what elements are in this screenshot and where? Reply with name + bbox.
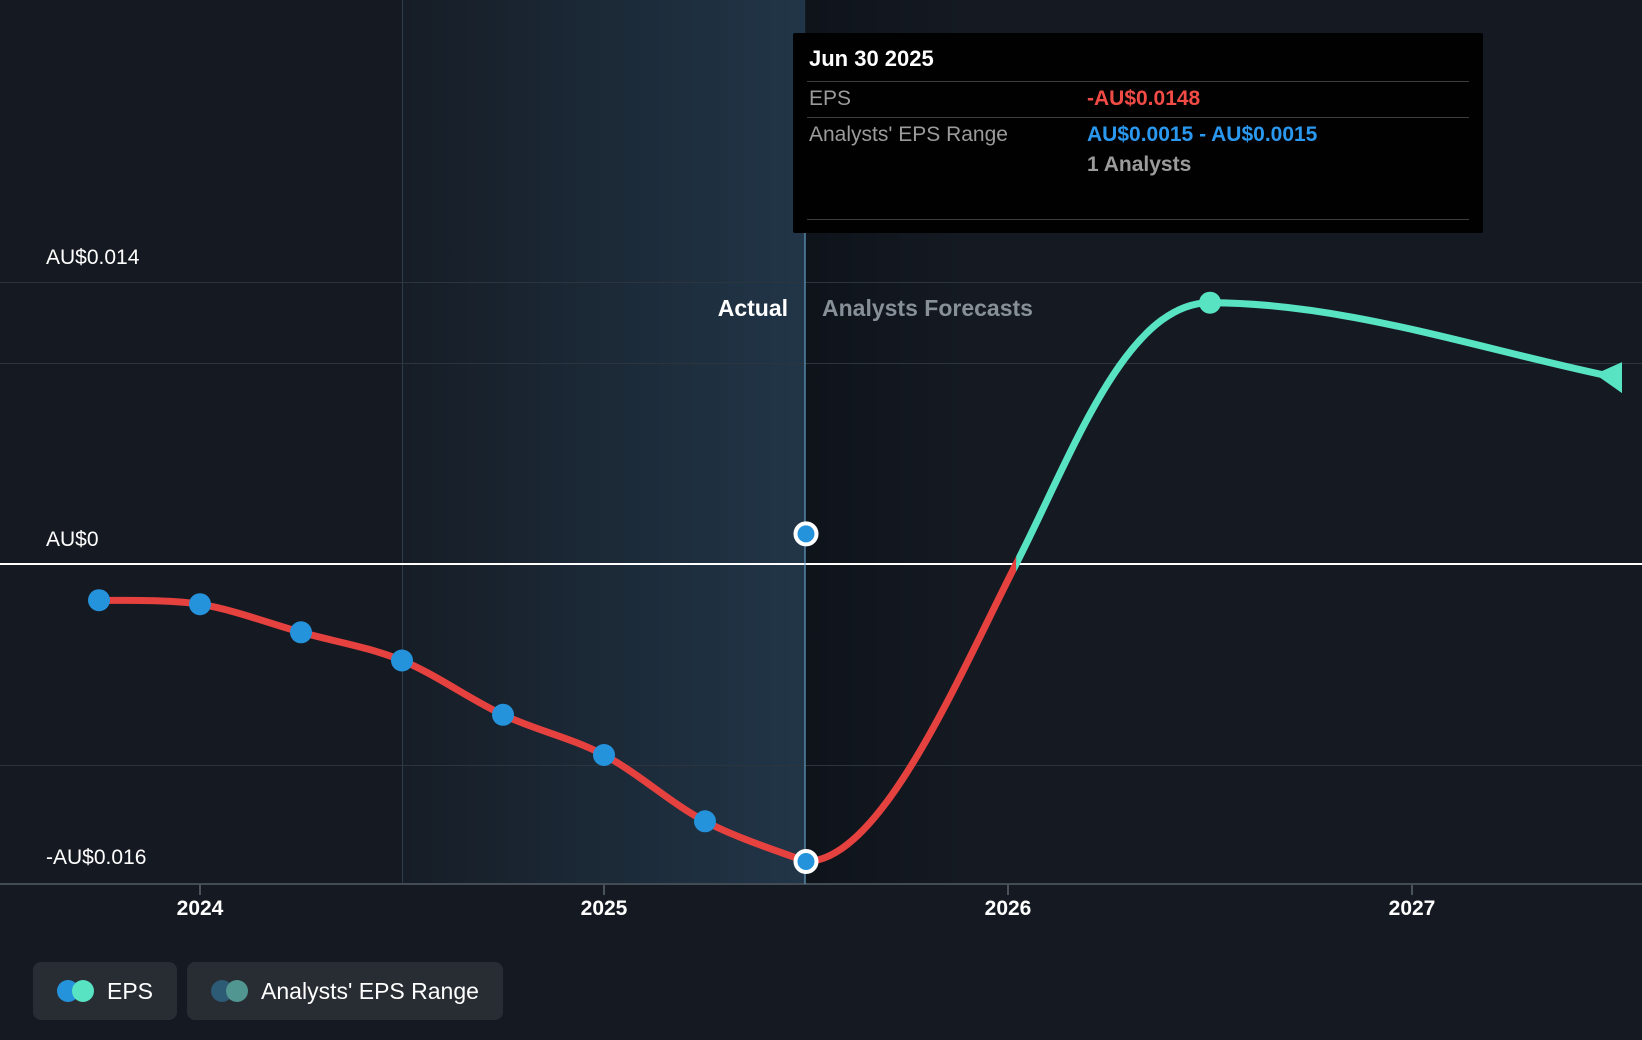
highlight-band-left-edge: [402, 0, 403, 884]
x-tick-2025: [603, 885, 605, 895]
y-axis-label-top: AU$0.014: [46, 246, 140, 269]
legend: EPS Analysts' EPS Range: [33, 962, 503, 1020]
tooltip-range-value: AU$0.0015 - AU$0.0015: [1087, 123, 1318, 146]
zero-line: [0, 563, 1642, 565]
range-swatch-teal-dot-icon: [226, 980, 249, 1002]
tooltip-analysts-count: 1 Analysts: [1087, 153, 1192, 176]
actual-section-label: Actual: [717, 295, 788, 321]
tooltip-range-label: Analysts' EPS Range: [809, 123, 1008, 146]
x-axis-line: [0, 883, 1642, 885]
gridline-neg0010: [0, 765, 1642, 766]
legend-item-analysts-eps-range[interactable]: Analysts' EPS Range: [187, 962, 503, 1020]
eps-series-swatch-icon: [57, 980, 94, 1002]
x-axis-label-2025: 2025: [580, 897, 628, 920]
tooltip-date: Jun 30 2025: [807, 33, 1469, 82]
tooltip-range-row: Analysts' EPS Range AU$0.0015 - AU$0.001…: [807, 118, 1469, 183]
x-axis-label-2027: 2027: [1388, 897, 1436, 920]
y-axis-label-bottom: -AU$0.016: [46, 846, 147, 869]
tooltip-range-value-block: AU$0.0015 - AU$0.0015 1 Analysts: [1087, 123, 1317, 177]
x-tick-2024: [199, 885, 201, 895]
highlight-band: [402, 0, 805, 884]
legend-item-eps[interactable]: EPS: [33, 962, 178, 1020]
tooltip-eps-label: EPS: [809, 87, 852, 110]
x-axis-label-2024: 2024: [176, 897, 224, 920]
y-axis-label-zero: AU$0: [46, 528, 99, 551]
gridline-0010: [0, 363, 1642, 364]
x-axis-label-2026: 2026: [984, 897, 1032, 920]
legend-item-eps-label: EPS: [107, 977, 154, 1004]
legend-item-range-label: Analysts' EPS Range: [261, 977, 479, 1004]
range-series-swatch-icon: [211, 980, 249, 1002]
x-tick-2027: [1411, 885, 1413, 895]
hover-tooltip: Jun 30 2025 EPS -AU$0.0148 Analysts' EPS…: [793, 33, 1483, 233]
actual-forecast-divider-line: [804, 231, 806, 884]
x-tick-2026: [1007, 885, 1009, 895]
tooltip-eps-value: -AU$0.0148: [1087, 87, 1201, 110]
forecasts-section-label: Analysts Forecasts: [822, 295, 1033, 321]
eps-swatch-teal-dot-icon: [72, 980, 94, 1002]
gridline-0014: [0, 282, 1642, 283]
tooltip-bottom-divider: [807, 219, 1469, 220]
tooltip-eps-row: EPS -AU$0.0148: [807, 82, 1469, 118]
